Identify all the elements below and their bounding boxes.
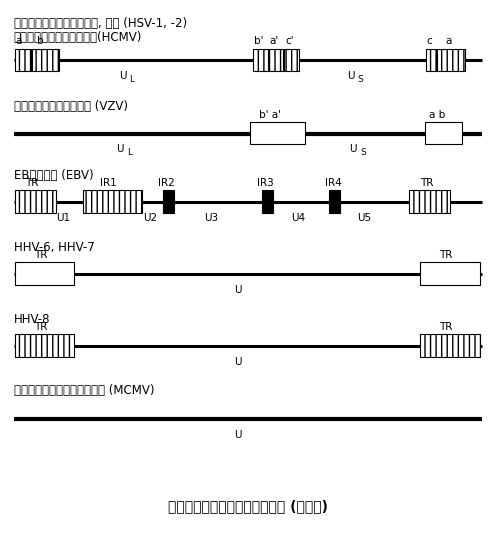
Text: U1: U1 <box>57 213 70 223</box>
Text: IR2: IR2 <box>158 178 175 188</box>
Text: c': c' <box>286 36 295 46</box>
Text: U: U <box>119 71 126 81</box>
Text: b' a': b' a' <box>259 109 281 120</box>
Text: S: S <box>360 148 366 158</box>
Text: HHV-8: HHV-8 <box>14 313 51 326</box>
Bar <box>163 190 174 213</box>
Bar <box>269 49 283 71</box>
Bar <box>32 49 59 71</box>
Text: U: U <box>234 357 242 367</box>
Text: TR: TR <box>439 322 452 332</box>
Text: b: b <box>37 36 44 46</box>
Bar <box>284 49 299 71</box>
Text: a': a' <box>270 36 279 46</box>
Text: U4: U4 <box>292 213 306 223</box>
Bar <box>426 49 436 71</box>
Bar <box>425 122 462 144</box>
Text: IR1: IR1 <box>100 178 117 188</box>
Bar <box>437 49 465 71</box>
Text: 単純ヘルペスウイルス１型, ２型 (HSV-1, -2): 単純ヘルペスウイルス１型, ２型 (HSV-1, -2) <box>14 17 187 30</box>
Text: U: U <box>347 71 354 81</box>
Text: EBウイルス (EBV): EBウイルス (EBV) <box>14 169 94 182</box>
Text: L: L <box>127 148 132 158</box>
Bar <box>420 262 480 285</box>
Text: U: U <box>117 144 124 154</box>
Text: TR: TR <box>26 178 39 188</box>
Text: U2: U2 <box>143 213 157 223</box>
Text: IR3: IR3 <box>257 178 274 188</box>
Text: U: U <box>234 285 242 295</box>
Text: U5: U5 <box>358 213 372 223</box>
Text: ヒトサイトメガロウイルス(HCMV): ヒトサイトメガロウイルス(HCMV) <box>14 32 142 44</box>
Text: a: a <box>16 36 22 46</box>
Text: c: c <box>427 36 433 46</box>
Bar <box>15 49 31 71</box>
Text: TR: TR <box>34 322 47 332</box>
Bar <box>15 190 56 213</box>
Text: IR4: IR4 <box>325 178 342 188</box>
Text: TR: TR <box>420 178 433 188</box>
Bar <box>329 190 340 213</box>
Bar <box>250 122 305 144</box>
Text: TR: TR <box>34 250 47 260</box>
Text: 水痘・帯状疱疹ウイルス (VZV): 水痘・帯状疱疹ウイルス (VZV) <box>14 100 128 113</box>
Text: TR: TR <box>439 250 452 260</box>
Text: ヘルペスウイルスのゲノム構造 (模式図): ヘルペスウイルスのゲノム構造 (模式図) <box>168 499 328 513</box>
Bar <box>15 334 74 357</box>
Bar <box>262 190 273 213</box>
Text: b': b' <box>254 36 264 46</box>
Text: HHV-6, HHV-7: HHV-6, HHV-7 <box>14 241 95 254</box>
Text: U3: U3 <box>204 213 218 223</box>
Bar <box>15 262 74 285</box>
Text: U: U <box>234 430 242 440</box>
Bar <box>420 334 480 357</box>
Text: U: U <box>350 144 357 154</box>
Text: a b: a b <box>430 109 445 120</box>
Text: a: a <box>446 36 452 46</box>
Text: L: L <box>129 75 134 84</box>
Text: S: S <box>357 75 363 84</box>
Bar <box>83 190 142 213</box>
Bar <box>253 49 268 71</box>
Text: マウスサイトメガロウイルス (MCMV): マウスサイトメガロウイルス (MCMV) <box>14 384 154 397</box>
Bar <box>409 190 450 213</box>
